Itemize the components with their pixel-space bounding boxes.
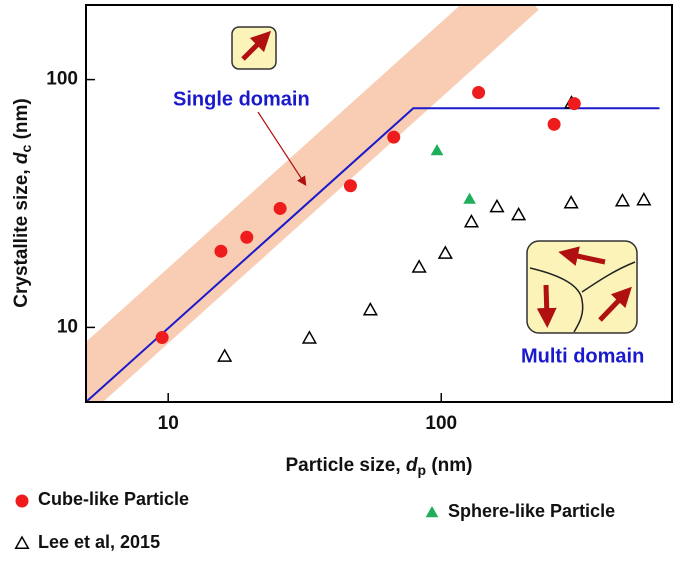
annotation-arrow: [257, 111, 307, 187]
point: [563, 195, 579, 209]
domain-walls: [529, 261, 636, 333]
icon-arrow: [241, 30, 272, 61]
y-label-unit: (nm): [11, 98, 32, 144]
legend-label: Sphere-like Particle: [448, 501, 615, 521]
point: [636, 192, 652, 206]
point: [463, 192, 476, 204]
legend-label: Cube-like Particle: [38, 489, 189, 509]
legend-marker: [14, 535, 30, 549]
point: [214, 244, 228, 258]
annotation: Single domain: [173, 88, 310, 110]
point: [362, 301, 378, 316]
x-label-subscript: p: [418, 462, 427, 478]
icon-arrow: [536, 284, 557, 328]
point: [411, 259, 427, 273]
legend-label: Lee et al, 2015: [38, 532, 160, 552]
point: [614, 193, 631, 207]
icon-arrow: [558, 246, 606, 266]
point: [387, 130, 401, 144]
point: [343, 179, 357, 193]
point: [547, 117, 561, 131]
x-tick-label: 100: [425, 413, 457, 434]
point: [301, 330, 317, 344]
x-axis-label: Particle size, dp (nm): [285, 455, 472, 478]
y-label-subscript: c: [18, 145, 34, 153]
point: [155, 331, 169, 345]
point: [567, 97, 581, 111]
legend-marker: [15, 494, 29, 508]
legend-marker: [425, 506, 439, 518]
x-tick-label: 10: [158, 413, 179, 434]
y-tick-label: 10: [57, 316, 78, 337]
plot-frame: [85, 4, 673, 403]
point: [472, 86, 486, 100]
point: [217, 348, 233, 362]
point: [463, 213, 480, 228]
y-label-symbol: d: [11, 152, 32, 164]
point: [430, 144, 444, 156]
point: [273, 201, 287, 215]
x-label-text: Particle size,: [285, 455, 405, 476]
annotation: Multi domain: [521, 345, 644, 367]
x-label-unit: (nm): [426, 455, 472, 476]
x-label-symbol: d: [406, 455, 418, 476]
point: [437, 245, 453, 259]
point: [240, 230, 254, 244]
point: [489, 198, 505, 213]
y-axis-label: Crystallite size, dc (nm): [11, 98, 34, 307]
y-tick-label: 100: [46, 69, 78, 90]
point: [511, 206, 527, 221]
y-label-text: Crystallite size,: [11, 164, 32, 308]
icon-arrow: [598, 286, 632, 322]
plot-area: [86, 86, 660, 402]
